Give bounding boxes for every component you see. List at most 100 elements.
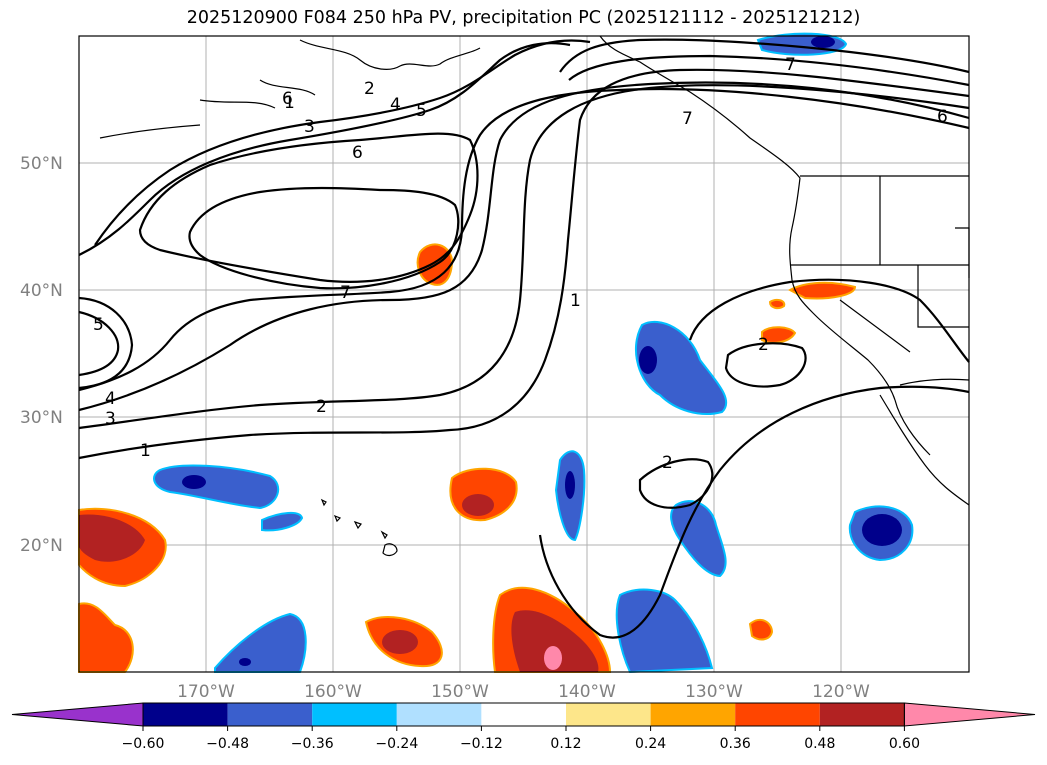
lon-label: 160°W bbox=[304, 682, 362, 702]
colorbar-tick-label: 0.12 bbox=[550, 736, 581, 752]
pv-contour bbox=[638, 458, 714, 509]
contour-label: 7 bbox=[785, 55, 796, 75]
map-frame bbox=[78, 35, 970, 673]
precip-core-pos bbox=[511, 610, 599, 672]
precip-positive-areas bbox=[78, 243, 857, 673]
contour-label: 6 bbox=[282, 89, 293, 109]
precip-blob-neg bbox=[214, 612, 307, 673]
pv-contour bbox=[688, 278, 970, 363]
map-background bbox=[79, 36, 969, 672]
colorbar-segment bbox=[312, 703, 397, 726]
colorbar-tick-label: 0.60 bbox=[889, 736, 920, 752]
lat-labels: 50°N 40°N 30°N 20°N bbox=[20, 154, 63, 556]
precip-core-neg bbox=[862, 514, 902, 546]
colorbar-segment bbox=[143, 703, 228, 726]
pv-contour bbox=[138, 132, 479, 283]
pv-contour bbox=[78, 87, 970, 392]
precip-core-pos bbox=[79, 514, 145, 562]
pv-contour bbox=[559, 38, 970, 74]
colorbar-segment bbox=[396, 703, 482, 726]
precip-core-pos-peak bbox=[544, 646, 562, 670]
precip-blob-neg bbox=[153, 464, 280, 510]
precip-core-neg bbox=[639, 346, 657, 374]
mexico-coast bbox=[899, 378, 970, 386]
precip-core-pos bbox=[462, 494, 494, 516]
coastlines bbox=[99, 35, 970, 557]
colorbar-segment bbox=[481, 703, 566, 726]
lon-label: 130°W bbox=[685, 682, 743, 702]
colorbar-segment bbox=[227, 703, 313, 726]
colorbar-tick-label: 0.24 bbox=[635, 736, 666, 752]
map-title: 2025120900 F084 250 hPa PV, precipitatio… bbox=[186, 8, 861, 28]
graticule bbox=[79, 36, 969, 672]
contour-label: 1 bbox=[284, 93, 295, 113]
lon-label: 140°W bbox=[558, 682, 616, 702]
bc-coast bbox=[599, 35, 801, 179]
baja-coast bbox=[879, 394, 970, 506]
colorbar-extend-left bbox=[11, 702, 144, 727]
west-coast-us bbox=[789, 177, 896, 401]
lat-label: 40°N bbox=[20, 281, 63, 301]
precip-core-neg bbox=[565, 471, 575, 499]
contour-label: 1 bbox=[570, 291, 581, 311]
precip-blob-neg bbox=[634, 320, 728, 416]
precip-blob-pos bbox=[768, 298, 786, 310]
contour-label: 2 bbox=[364, 79, 375, 99]
contour-label: 5 bbox=[416, 101, 427, 121]
contour-label: 6 bbox=[352, 143, 363, 163]
contour-label: 5 bbox=[93, 315, 104, 335]
colorbar-segment bbox=[650, 703, 736, 726]
pv-contour bbox=[78, 42, 571, 256]
colorbar-segment bbox=[566, 703, 651, 726]
colorbar-outline bbox=[142, 702, 905, 727]
colorbar-extend-right bbox=[903, 702, 1036, 727]
contour-label: 6 bbox=[937, 107, 948, 127]
precip-blob-neg bbox=[261, 512, 304, 532]
precip-blob-pos bbox=[78, 602, 134, 673]
lon-label: 150°W bbox=[431, 682, 489, 702]
precip-core-neg bbox=[239, 658, 251, 666]
colorbar: −0.60 −0.48 −0.36 −0.24 −0.12 0.12 0.24 0.36 0.4… bbox=[11, 702, 1036, 752]
lat-label: 30°N bbox=[20, 408, 63, 428]
pv-contour bbox=[724, 342, 807, 388]
contour-label: 2 bbox=[316, 397, 327, 417]
precip-blob-neg bbox=[670, 500, 727, 578]
colorbar-tick-label: −0.48 bbox=[206, 736, 249, 752]
hawaii-islands bbox=[320, 498, 398, 557]
colorbar-tick-label: −0.24 bbox=[375, 736, 418, 752]
contour-label: 3 bbox=[105, 409, 116, 429]
lon-labels: 170°W 160°W 150°W 140°W 130°W 120°W bbox=[177, 682, 870, 702]
pv-contour bbox=[78, 310, 120, 377]
colorbar-tick-label: −0.36 bbox=[291, 736, 334, 752]
colorbar-tick-label: −0.12 bbox=[460, 736, 503, 752]
pv-contour bbox=[188, 186, 460, 290]
pv-contour bbox=[78, 84, 970, 430]
lon-label: 170°W bbox=[177, 682, 235, 702]
contour-label: 7 bbox=[340, 283, 351, 303]
pv-contour bbox=[538, 385, 970, 639]
lat-label: 20°N bbox=[20, 536, 63, 556]
pv-contour bbox=[78, 68, 970, 460]
contour-label: 7 bbox=[682, 109, 693, 129]
contour-label: 4 bbox=[390, 95, 401, 115]
contour-label: 2 bbox=[662, 453, 673, 473]
precip-blob-pos bbox=[748, 618, 774, 641]
state-border bbox=[790, 175, 970, 353]
colorbar-segment bbox=[819, 703, 905, 726]
precip-blob-neg bbox=[615, 588, 714, 674]
colorbar-tick-label: 0.36 bbox=[720, 736, 751, 752]
pv-contour bbox=[78, 81, 970, 412]
precip-core-neg bbox=[811, 36, 835, 48]
precip-negative-areas bbox=[153, 32, 914, 674]
pv-contour bbox=[568, 54, 970, 87]
contour-label: 4 bbox=[105, 389, 116, 409]
colorbar-tick-label: 0.48 bbox=[804, 736, 835, 752]
precip-blob-pos bbox=[787, 281, 857, 300]
precip-core-neg bbox=[182, 475, 206, 489]
pv-contour bbox=[94, 39, 591, 246]
precip-core-pos bbox=[382, 630, 418, 654]
lat-label: 50°N bbox=[20, 154, 63, 174]
colorbar-segment bbox=[735, 703, 820, 726]
pv-contour bbox=[78, 296, 134, 390]
